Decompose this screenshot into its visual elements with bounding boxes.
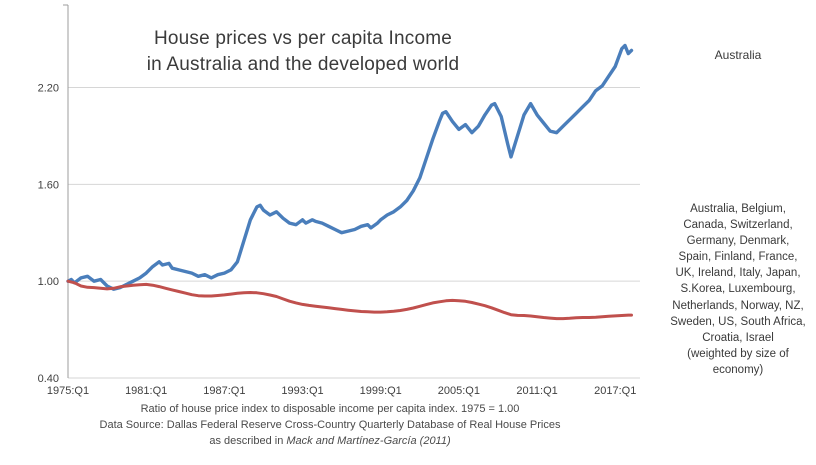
svg-text:1993:Q1: 1993:Q1 bbox=[281, 385, 323, 397]
svg-text:2.20: 2.20 bbox=[38, 82, 59, 94]
svg-text:0.40: 0.40 bbox=[38, 373, 59, 385]
svg-text:1.00: 1.00 bbox=[38, 276, 59, 288]
svg-text:2017:Q1: 2017:Q1 bbox=[594, 385, 636, 397]
world-series-label: Australia, Belgium, Canada, Switzerland,… bbox=[670, 203, 806, 376]
svg-text:1987:Q1: 1987:Q1 bbox=[203, 385, 245, 397]
svg-text:2011:Q1: 2011:Q1 bbox=[516, 385, 557, 397]
caption-line1: Ratio of house price index to disposable… bbox=[140, 403, 520, 415]
svg-text:1999:Q1: 1999:Q1 bbox=[360, 385, 402, 397]
chart-area: 0.40 1.00 1.60 2.20 1975:Q1 1981:Q1 1987:Q1 199… bbox=[0, 4, 660, 450]
caption-line2: Data Source: Dallas Federal Reserve Cros… bbox=[99, 418, 561, 431]
chart-caption: Ratio of house price index to disposable… bbox=[0, 402, 660, 450]
svg-text:2005:Q1: 2005:Q1 bbox=[438, 385, 480, 397]
svg-text:1.60: 1.60 bbox=[38, 179, 59, 191]
caption-citation: Mack and Martínez-García (2011) bbox=[286, 434, 451, 447]
caption-line3: as described in Mack and Martínez-García… bbox=[0, 434, 660, 450]
svg-text:1981:Q1: 1981:Q1 bbox=[125, 385, 167, 397]
annotation-panel: Australia Australia, Belgium, Canada, Sw… bbox=[660, 0, 816, 465]
caption-line3-prefix: as described in bbox=[209, 434, 287, 447]
chart-svg: 0.40 1.00 1.60 2.20 1975:Q1 1981:Q1 1987:Q1 199… bbox=[38, 4, 640, 397]
australia-series-label: Australia bbox=[714, 48, 762, 62]
svg-text:1975:Q1: 1975:Q1 bbox=[47, 385, 89, 397]
